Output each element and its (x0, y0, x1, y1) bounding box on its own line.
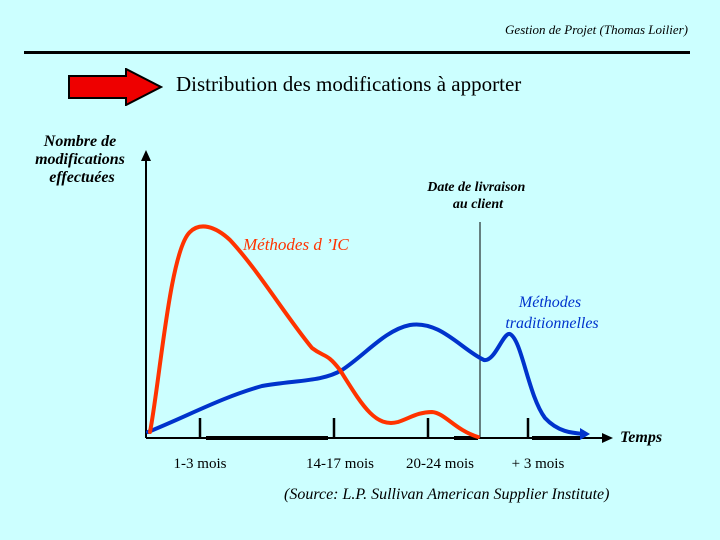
ic-methods-curve (148, 224, 480, 439)
y-axis-arrowhead (141, 150, 151, 161)
traditional-methods-curve (146, 322, 586, 436)
traditional-methods-label: Méthodes traditionnelles (505, 294, 598, 332)
x-axis-label: Temps (620, 429, 662, 446)
tick-label: 1-3 mois (174, 456, 227, 472)
x-axis-arrowhead (602, 433, 613, 443)
traditional-curve-end-arrow (580, 428, 590, 440)
tick-label: + 3 mois (512, 456, 565, 472)
tick-label: 14-17 mois (306, 456, 374, 472)
slide-title: Distribution des modifications à apporte… (176, 72, 522, 96)
header-rule (24, 51, 690, 54)
source-citation: (Source: L.P. Sullivan American Supplier… (284, 486, 610, 503)
tick-label: 20-24 mois (406, 456, 474, 472)
ic-methods-label: Méthodes d ’IC (242, 235, 349, 254)
y-axis-label: Nombre de modifications effectuées (35, 133, 129, 186)
delivery-label: Date de livraison au client (426, 180, 529, 212)
header-text: Gestion de Projet (Thomas Loilier) (505, 22, 688, 37)
red-arrow-icon (68, 68, 163, 106)
